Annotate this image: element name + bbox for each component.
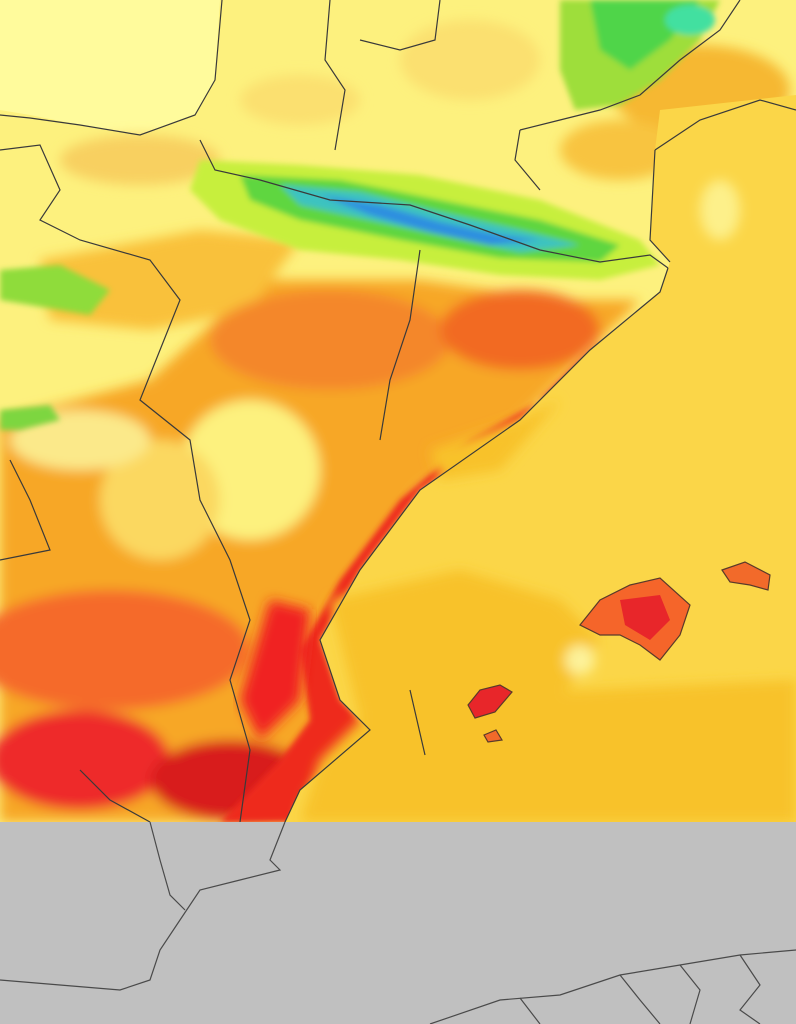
balearic-islands <box>467 561 771 743</box>
map-area <box>0 0 796 822</box>
inland-hot <box>240 600 310 740</box>
borders <box>0 0 796 822</box>
sea-shading <box>300 180 796 822</box>
no-data-region <box>0 821 796 1024</box>
sea-biscay <box>0 0 220 135</box>
coastal-hot <box>220 340 600 822</box>
alps <box>560 0 720 110</box>
